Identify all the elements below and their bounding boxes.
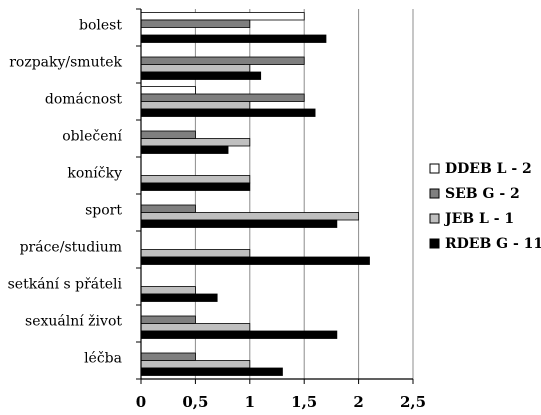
category-label: bolest	[79, 18, 122, 34]
bar	[140, 360, 251, 369]
bar	[140, 293, 218, 302]
legend-label: DDEB L - 2	[445, 161, 532, 177]
x-tick-label: 1	[245, 393, 255, 410]
category-label: sexuální život	[25, 314, 122, 330]
x-tick-label: 2	[353, 393, 363, 410]
bar	[140, 330, 338, 339]
category-label: léčba	[84, 351, 122, 367]
category-label: práce/studium	[20, 240, 122, 256]
bar	[140, 108, 316, 117]
category-label: setkání s přáteli	[8, 277, 123, 293]
bar	[140, 315, 196, 324]
bar	[140, 86, 196, 95]
bar	[140, 138, 251, 147]
legend-label: SEB G - 2	[445, 186, 520, 202]
legend-swatch	[429, 213, 440, 224]
bar	[140, 12, 305, 21]
bar	[140, 175, 251, 184]
legend-label: RDEB G - 11	[445, 236, 541, 252]
legend-label: JEB L - 1	[443, 211, 514, 227]
bar	[140, 145, 229, 154]
x-tick-label: 1,5	[291, 393, 317, 410]
legend: DDEB L - 2 SEB G - 2 JEB L - 1 RDEB G - 11	[429, 161, 541, 252]
bar	[140, 286, 196, 295]
legend-swatch	[429, 163, 440, 174]
bar	[140, 352, 196, 361]
category-label: domácnost	[45, 92, 122, 108]
bar	[140, 56, 305, 65]
bar	[140, 323, 251, 332]
bar	[140, 219, 338, 228]
x-tick-label: 0	[136, 393, 146, 410]
bars	[140, 12, 370, 376]
category-label: oblečení	[62, 129, 122, 145]
legend-swatch	[429, 188, 440, 199]
bar	[140, 93, 305, 102]
legend-swatch	[429, 238, 440, 249]
bar	[140, 212, 360, 221]
x-tick-label: 0,5	[182, 393, 208, 410]
bar	[140, 19, 251, 28]
bar	[140, 71, 262, 80]
bar	[140, 367, 283, 376]
axes: 0 0,5 1 1,5 2 2,5 bolest rozpaky/smutek domácnos…	[8, 8, 426, 411]
bar	[140, 249, 251, 258]
bar	[140, 130, 196, 139]
bar	[140, 34, 327, 43]
bar	[140, 256, 370, 265]
x-tick-label: 2,5	[400, 393, 426, 410]
bar	[140, 64, 251, 73]
bar	[140, 204, 196, 213]
category-label: rozpaky/smutek	[9, 55, 122, 71]
bar	[140, 182, 251, 191]
category-label: koníčky	[67, 166, 122, 182]
category-label: sport	[85, 203, 122, 219]
bar	[140, 101, 251, 110]
